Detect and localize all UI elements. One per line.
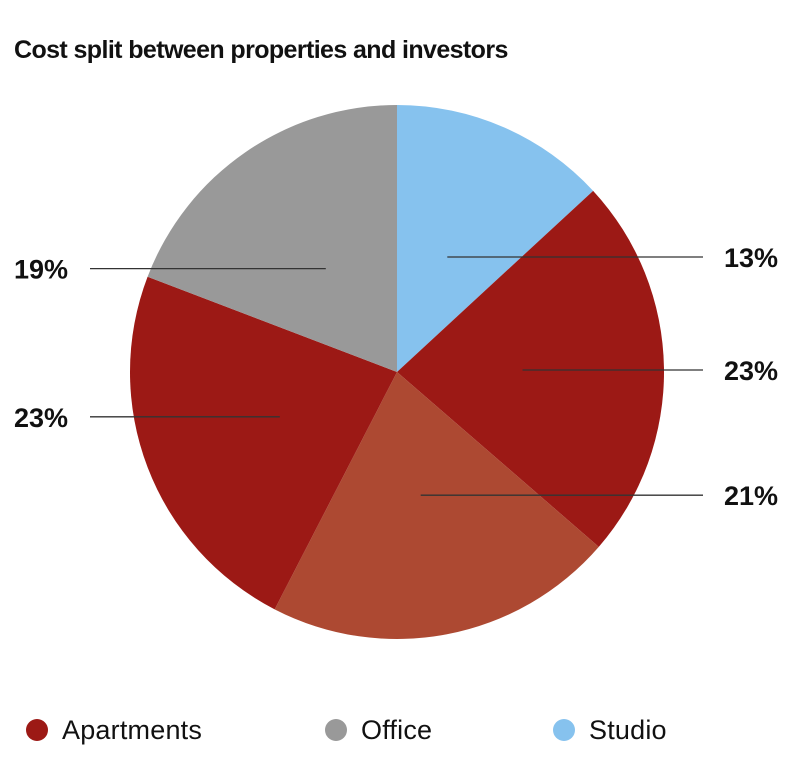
legend-item-apartments: Apartments [26, 708, 202, 752]
slice-label-4: 19% [14, 255, 68, 285]
legend-swatch-office [325, 719, 347, 741]
legend-swatch-studio [553, 719, 575, 741]
slice-label-1: 23% [724, 356, 778, 386]
pie-chart: 13% 23% 21% 23% 19% [14, 105, 778, 640]
slice-label-2: 21% [724, 481, 778, 511]
pie-slice-apartments-2 [274, 372, 599, 640]
legend: Apartments Office Studio [0, 708, 800, 752]
legend-label-apartments: Apartments [62, 714, 203, 745]
legend-label-office: Office [361, 714, 433, 745]
legend-item-office: Office [325, 708, 432, 752]
pie-slice-office-4 [147, 105, 397, 372]
slice-label-3: 23% [14, 403, 68, 433]
pie-slice-apartments-1 [397, 190, 665, 547]
pie-slice-studio-0 [397, 105, 594, 372]
legend-swatch-apartments [26, 719, 48, 741]
slice-label-0: 13% [724, 243, 778, 273]
pie-slice-apartments-3 [129, 276, 398, 610]
legend-item-studio: Studio [553, 708, 667, 752]
legend-label-studio: Studio [589, 714, 667, 745]
chart-title: Cost split between properties and invest… [14, 36, 508, 64]
